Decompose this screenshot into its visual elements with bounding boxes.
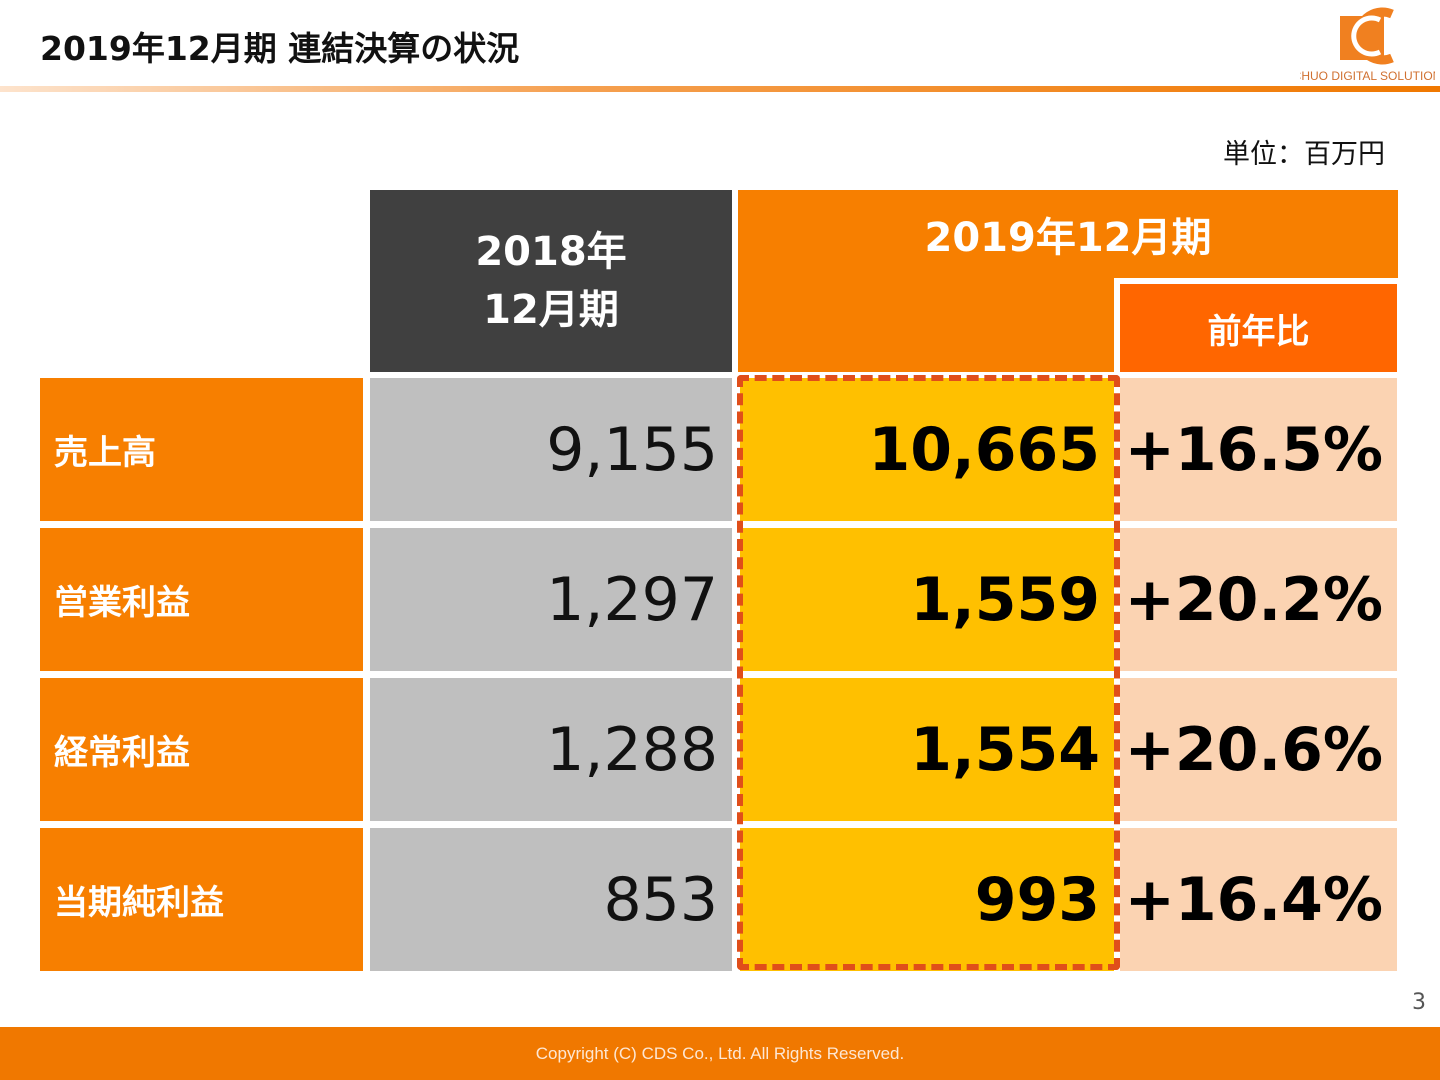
column-header-2018: 2018年 12月期 [370, 190, 732, 372]
value-2018: 853 [370, 828, 732, 971]
value-2019: 993 [740, 828, 1114, 971]
column-header-yoy: 前年比 [1120, 284, 1397, 372]
value-yoy: +20.2% [1120, 528, 1397, 671]
row-label: 当期純利益 [40, 828, 363, 971]
value-2018: 1,288 [370, 678, 732, 821]
highlight-box [737, 375, 1120, 970]
column-header-2019-fill [738, 278, 1114, 372]
unit-label: 単位：百万円 [1223, 139, 1385, 170]
page-title: 2019年12月期 連結決算の状況 [40, 29, 520, 68]
row-label: 経常利益 [40, 678, 363, 821]
value-2019: 1,559 [740, 528, 1114, 671]
row-label: 売上高 [40, 378, 363, 521]
value-yoy: +20.6% [1120, 678, 1397, 821]
value-2018: 9,155 [370, 378, 732, 521]
header-divider [0, 86, 1440, 92]
row-label: 営業利益 [40, 528, 363, 671]
column-header-2019: 2019年12月期 [738, 190, 1398, 278]
header-line: 2018年 [475, 229, 627, 275]
company-logo: CHUO DIGITAL SOLUTION [1300, 7, 1435, 83]
value-2018: 1,297 [370, 528, 732, 671]
value-yoy: +16.5% [1120, 378, 1397, 521]
page-number: 3 [1412, 990, 1426, 1015]
header-line: 12月期 [483, 287, 619, 333]
value-2019: 1,554 [740, 678, 1114, 821]
value-yoy: +16.4% [1120, 828, 1397, 971]
value-2019: 10,665 [740, 378, 1114, 521]
svg-text:CHUO DIGITAL SOLUTION: CHUO DIGITAL SOLUTION [1300, 69, 1435, 83]
footer-copyright: Copyright (C) CDS Co., Ltd. All Rights R… [0, 1027, 1440, 1080]
